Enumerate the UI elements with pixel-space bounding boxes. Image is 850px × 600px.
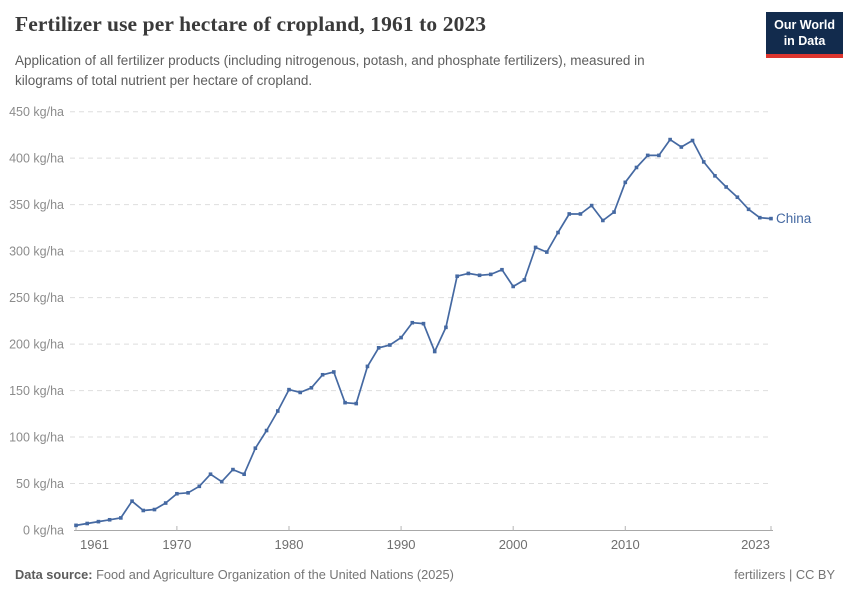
x-axis-tick-label: 1961 [80,537,109,552]
y-axis-tick-label: 150 kg/ha [9,384,64,398]
footer-note: fertilizers | CC BY [734,567,835,582]
y-axis-tick-label: 300 kg/ha [9,245,64,259]
data-point-marker[interactable] [163,501,168,505]
data-point-marker[interactable] [769,216,773,221]
data-point-marker[interactable] [432,349,437,354]
series-line-china[interactable] [75,138,772,527]
footer-note-text: fertilizers [734,567,786,582]
data-point-marker[interactable] [130,499,134,503]
data-point-marker[interactable] [690,138,695,143]
data-point-marker[interactable] [421,321,426,326]
y-axis-tick-label: 350 kg/ha [9,198,64,212]
data-point-marker[interactable] [757,215,762,220]
data-point-marker[interactable] [85,521,90,526]
data-point-marker[interactable] [578,212,583,216]
data-point-marker[interactable] [601,218,605,223]
footer-separator: | [785,567,796,582]
data-point-marker[interactable] [589,203,594,208]
license-link[interactable]: CC BY [795,567,835,582]
x-axis-tick-label: 2000 [499,537,528,552]
data-point-marker[interactable] [219,479,224,484]
data-point-marker[interactable] [186,491,190,495]
data-point-marker[interactable] [242,472,246,477]
data-point-marker[interactable] [668,137,672,142]
data-point-marker[interactable] [488,272,493,277]
data-point-marker[interactable] [208,472,213,477]
data-point-marker[interactable] [567,212,572,216]
data-point-marker[interactable] [253,446,258,450]
data-point-marker[interactable] [533,245,538,250]
data-point-marker[interactable] [746,207,751,212]
data-point-marker[interactable] [197,484,202,489]
data-point-marker[interactable] [545,250,549,254]
data-point-marker[interactable] [556,230,560,235]
data-point-marker[interactable] [444,325,448,330]
y-axis-tick-label: 200 kg/ha [9,338,64,352]
data-point-marker[interactable] [477,273,482,278]
data-point-marker[interactable] [309,385,314,390]
data-source-text[interactable]: Food and Agriculture Organization of the… [92,567,454,582]
owid-logo-line2: in Data [783,34,826,49]
data-point-marker[interactable] [141,508,146,513]
data-point-marker[interactable] [500,267,504,272]
data-point-marker[interactable] [679,145,684,149]
data-point-marker[interactable] [74,523,78,528]
data-point-marker[interactable] [466,271,471,276]
data-point-marker[interactable] [275,409,280,413]
x-axis-tick-label: 2023 [741,537,770,552]
data-point-marker[interactable] [634,165,639,170]
chart-footer: Data source: Food and Agriculture Organi… [15,567,835,582]
chart-subtitle: Application of all fertilizer products (… [15,53,645,89]
data-point-marker[interactable] [376,346,381,350]
series-label-china[interactable]: China [776,211,812,226]
x-axis-tick-label: 1980 [275,537,304,552]
data-point-marker[interactable] [399,335,403,340]
data-point-marker[interactable] [332,370,336,374]
owid-logo-line1: Our World [774,18,835,32]
data-point-marker[interactable] [735,195,740,200]
data-point-marker[interactable] [623,180,628,185]
data-point-marker[interactable] [287,387,291,392]
x-axis-tick-label: 1970 [162,537,191,552]
data-source-label: Data source: [15,567,93,582]
data-source-line: Data source: Food and Agriculture Organi… [15,567,454,582]
y-axis-tick-label: 250 kg/ha [9,291,64,305]
data-point-marker[interactable] [645,153,650,158]
x-axis-tick-label: 1990 [387,537,416,552]
data-point-marker[interactable] [701,160,706,164]
data-point-marker[interactable] [343,400,347,405]
data-point-marker[interactable] [107,517,112,522]
data-point-marker[interactable] [612,210,616,214]
y-axis-tick-label: 400 kg/ha [9,152,64,166]
y-axis-tick-label: 0 kg/ha [23,524,64,538]
data-point-marker[interactable] [354,401,359,406]
x-axis-tick-label: 2010 [611,537,640,552]
chart-title: Fertilizer use per hectare of cropland, … [15,12,487,36]
data-point-marker[interactable] [365,364,370,369]
data-point-marker[interactable] [724,185,728,189]
data-point-marker[interactable] [713,174,717,178]
data-point-marker[interactable] [388,343,392,347]
data-point-marker[interactable] [455,274,459,279]
y-axis-tick-label: 100 kg/ha [9,431,64,445]
data-point-marker[interactable] [522,278,527,282]
owid-logo[interactable]: Our World in Data [766,12,843,58]
y-axis-tick-label: 450 kg/ha [9,105,64,119]
data-point-marker[interactable] [410,320,415,325]
data-point-marker[interactable] [96,519,101,524]
data-point-marker[interactable] [175,491,179,496]
data-point-marker[interactable] [657,153,661,158]
data-point-marker[interactable] [320,372,325,377]
y-axis-tick-label: 50 kg/ha [16,477,64,491]
data-point-marker[interactable] [298,390,302,395]
data-point-marker[interactable] [152,507,157,512]
data-point-marker[interactable] [511,284,515,289]
data-point-marker[interactable] [264,428,269,433]
data-point-marker[interactable] [231,467,235,472]
data-point-marker[interactable] [119,516,123,520]
